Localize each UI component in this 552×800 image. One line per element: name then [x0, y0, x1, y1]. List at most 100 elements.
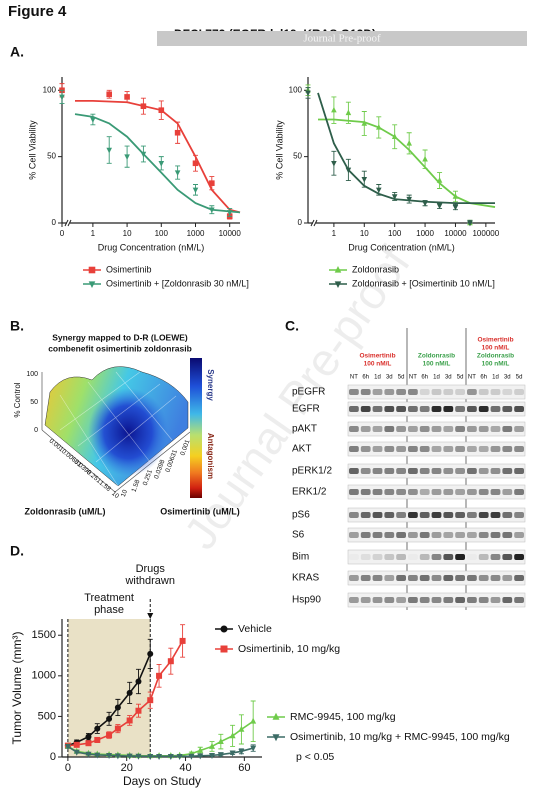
blot-band	[360, 468, 371, 474]
b-y-tick: 10	[120, 489, 129, 499]
blot-band	[455, 597, 465, 603]
blot-band	[360, 426, 371, 432]
blot-band	[396, 597, 406, 603]
lane-label: 5d	[516, 375, 523, 381]
blot-band	[419, 489, 430, 495]
blot-band	[455, 406, 465, 412]
y-tick-label: 100	[43, 85, 57, 94]
blot-band	[455, 446, 465, 452]
blot-band	[490, 468, 501, 474]
blot-band	[372, 554, 383, 560]
blot-band	[408, 426, 418, 432]
marker	[124, 94, 130, 100]
marker	[345, 109, 352, 116]
blot-band	[384, 446, 395, 452]
marker	[167, 658, 174, 665]
marker	[106, 147, 113, 154]
marker	[85, 751, 92, 758]
lane-label: NT	[409, 375, 417, 381]
blot-band	[431, 389, 442, 395]
marker	[158, 107, 165, 113]
blot-band	[478, 554, 489, 560]
marker	[147, 697, 154, 704]
panel-b-subtitle: combenefit osimertinib zoldonrasib	[48, 343, 192, 353]
fit-curve	[75, 99, 241, 214]
legend-label: Osimertinib, 10 mg/kg + RMC-9945, 100 mg…	[290, 731, 510, 743]
blot-band	[384, 406, 395, 412]
blot-band	[360, 489, 371, 495]
blot-band	[408, 389, 418, 395]
blot-band	[514, 489, 524, 495]
panel-label: D.	[10, 543, 24, 559]
y-tick-label: 50	[293, 152, 302, 161]
lane-label: 3d	[445, 375, 452, 381]
marker	[272, 734, 280, 742]
blot-band	[443, 426, 454, 432]
x-tick-label: 40	[179, 762, 191, 774]
blot-band	[502, 489, 513, 495]
protein-label: KRAS	[292, 573, 320, 584]
blot-band	[349, 406, 359, 412]
marker	[452, 193, 459, 199]
blot-band	[490, 554, 501, 560]
marker	[85, 740, 92, 747]
figure-title: Figure 4	[8, 3, 67, 20]
banner: Journal Pre-proof	[303, 33, 381, 45]
group-label: Osimertinib	[477, 337, 513, 344]
blot-band	[467, 468, 477, 474]
marker	[126, 689, 133, 696]
blot-band	[349, 468, 359, 474]
blot-band	[372, 512, 383, 518]
lane-label: 1d	[374, 375, 381, 381]
marker	[334, 266, 342, 273]
blot-band	[396, 575, 406, 581]
marker	[126, 753, 133, 760]
blot-band	[408, 575, 418, 581]
blot-band	[360, 575, 371, 581]
blot-band	[419, 389, 430, 395]
blot-band	[349, 554, 359, 560]
blot-band	[431, 532, 442, 538]
blot-band	[455, 512, 465, 518]
blot-band	[396, 389, 406, 395]
marker	[114, 725, 121, 732]
blot-band	[396, 512, 406, 518]
colorbar-label: Antagonism	[206, 433, 215, 479]
y-tick-label: 500	[38, 710, 56, 722]
marker	[197, 746, 204, 753]
legend-label: Zoldonrasib	[352, 264, 399, 274]
marker	[106, 715, 113, 722]
blot-band	[431, 468, 442, 474]
blot-band	[360, 389, 371, 395]
marker	[467, 220, 473, 227]
blot-band	[408, 446, 418, 452]
blot-band	[514, 389, 524, 395]
blot-band	[502, 575, 513, 581]
marker	[73, 749, 80, 756]
blot-band	[408, 554, 418, 560]
blot-band	[514, 532, 524, 538]
marker	[176, 753, 183, 760]
blot-band	[360, 446, 371, 452]
axis-break	[310, 219, 318, 227]
base-edge	[41, 429, 116, 493]
blot-band	[478, 512, 489, 518]
blot-band	[478, 468, 489, 474]
panel-b-title: Synergy mapped to D-R (LOEWE)	[52, 332, 188, 342]
blot-band	[478, 389, 489, 395]
marker	[135, 753, 142, 760]
marker	[209, 752, 215, 759]
legend-label: Zoldonrasib + [Osimertinib 10 nM/L]	[352, 278, 495, 288]
blot-band	[384, 554, 395, 560]
blot-band	[372, 468, 383, 474]
panel-b: Synergy mapped to D-R (LOEWE) combenefit…	[13, 332, 240, 516]
marker	[422, 155, 428, 162]
legend-label: Vehicle	[238, 623, 272, 635]
y-label: Osimertinib (uM/L)	[160, 506, 240, 516]
marker	[422, 200, 428, 207]
marker	[114, 704, 121, 711]
marker	[174, 170, 181, 176]
blot-band	[349, 446, 359, 452]
marker	[226, 210, 233, 216]
marker	[238, 725, 245, 732]
